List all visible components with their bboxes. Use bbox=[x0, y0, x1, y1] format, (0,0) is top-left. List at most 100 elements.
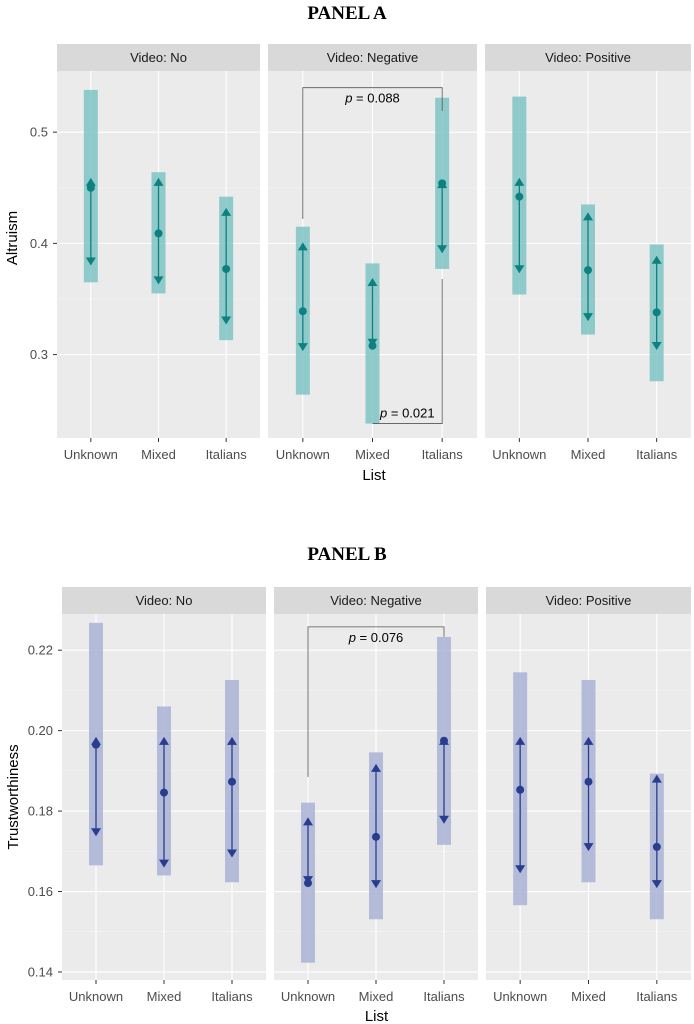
x-tick-label: Italians bbox=[423, 989, 465, 1004]
mean-point bbox=[584, 266, 592, 275]
facet-strip bbox=[274, 587, 478, 614]
facet-0: Video: No Unknown Mixed Italians bbox=[57, 44, 260, 462]
y-tick-label: 0.22 bbox=[28, 643, 53, 658]
lower-arrow bbox=[153, 276, 164, 285]
facet-strip-label: Video: Negative bbox=[330, 593, 422, 608]
p-value-label: p = 0.021 bbox=[379, 406, 435, 421]
mean-point bbox=[368, 341, 377, 350]
facet-strip-label: Video: No bbox=[136, 593, 193, 608]
p-value-text: = 0.021 bbox=[387, 406, 434, 421]
lower-arrow bbox=[159, 859, 169, 868]
upper-arrow bbox=[367, 277, 378, 286]
x-tick-label: Italians bbox=[422, 447, 464, 462]
facet-0: Video: No Unknown Mixed Italians bbox=[62, 587, 266, 1004]
y-tick-label: 0.4 bbox=[30, 236, 48, 251]
upper-arrow bbox=[514, 177, 525, 186]
lower-arrow bbox=[437, 245, 448, 254]
y-tick-label: 0.16 bbox=[28, 884, 53, 899]
mean-point bbox=[298, 307, 307, 316]
x-axis-title: List bbox=[365, 1008, 389, 1024]
upper-arrow bbox=[651, 255, 662, 264]
facet-strip bbox=[62, 587, 266, 614]
mean-point bbox=[438, 179, 447, 188]
x-tick-label: Unknown bbox=[493, 989, 547, 1004]
x-axis-title: List bbox=[362, 467, 386, 484]
p-value-symbol: p bbox=[379, 406, 387, 421]
lower-arrow bbox=[85, 257, 96, 266]
upper-arrow bbox=[159, 736, 169, 745]
lower-arrow bbox=[297, 343, 308, 352]
mean-point bbox=[222, 264, 231, 273]
chart-title: PANEL B bbox=[307, 544, 387, 565]
lower-arrow bbox=[651, 880, 662, 889]
y-tick-label: 0.3 bbox=[30, 347, 48, 362]
y-axis-title: Altruism bbox=[4, 211, 21, 265]
facet-strip-label: Video: No bbox=[130, 50, 187, 65]
facet-strip bbox=[486, 587, 691, 614]
p-value-symbol: p bbox=[344, 91, 352, 106]
lower-arrow bbox=[439, 815, 449, 824]
significance-bracket bbox=[302, 87, 443, 219]
x-tick-label: Mixed bbox=[147, 989, 182, 1004]
upper-arrow bbox=[303, 817, 313, 826]
y-tick-label: 0.14 bbox=[28, 964, 53, 979]
facet-strip bbox=[485, 44, 691, 71]
p-value-symbol: p bbox=[348, 630, 356, 645]
facet-strip bbox=[268, 44, 477, 71]
upper-arrow bbox=[297, 242, 308, 251]
x-tick-label: Mixed bbox=[141, 447, 176, 462]
x-tick-label: Unknown bbox=[492, 447, 546, 462]
mean-point bbox=[652, 308, 661, 317]
lower-arrow bbox=[91, 828, 101, 837]
facet-strip-label: Video: Positive bbox=[546, 593, 632, 608]
mean-point bbox=[228, 777, 236, 786]
facet-2: Video: Positive Unknown Mixed Italians bbox=[486, 587, 691, 1004]
x-tick-label: Italians bbox=[636, 989, 678, 1004]
mean-point bbox=[160, 788, 168, 797]
upper-arrow bbox=[153, 177, 164, 186]
x-tick-label: Unknown bbox=[276, 447, 330, 462]
facet-strip-label: Video: Negative bbox=[327, 50, 419, 65]
lower-arrow bbox=[221, 316, 232, 325]
x-tick-label: Mixed bbox=[571, 447, 606, 462]
mean-point bbox=[440, 736, 448, 745]
upper-arrow bbox=[651, 774, 662, 783]
significance-bracket bbox=[372, 278, 443, 424]
x-tick-label: Unknown bbox=[69, 989, 123, 1004]
upper-arrow bbox=[85, 177, 96, 186]
lower-arrow bbox=[227, 849, 237, 858]
x-tick-label: Mixed bbox=[355, 447, 390, 462]
chart-panel-a: PANEL A Video: No Unknown Mixed Italians Vide… bbox=[4, 3, 691, 484]
mean-point bbox=[154, 229, 163, 238]
lower-arrow bbox=[651, 342, 662, 351]
y-tick-label: 0.18 bbox=[28, 804, 53, 819]
y-axis-title: Trustworthiness bbox=[5, 744, 22, 849]
lower-arrow bbox=[514, 265, 525, 274]
facet-strip bbox=[57, 44, 260, 71]
significance-bracket bbox=[307, 626, 445, 777]
mean-point bbox=[86, 183, 95, 192]
upper-arrow bbox=[515, 736, 526, 745]
chart-title: PANEL A bbox=[307, 3, 387, 24]
mean-point bbox=[92, 740, 100, 749]
y-tick-label: 0.5 bbox=[30, 125, 48, 140]
upper-arrow bbox=[583, 212, 593, 221]
upper-arrow bbox=[583, 736, 594, 745]
p-value-text: = 0.076 bbox=[356, 630, 403, 645]
mean-point bbox=[372, 832, 380, 841]
x-tick-label: Italians bbox=[206, 447, 248, 462]
x-tick-label: Italians bbox=[211, 989, 253, 1004]
p-value-text: = 0.088 bbox=[352, 91, 399, 106]
mean-point bbox=[515, 192, 524, 201]
lower-arrow bbox=[515, 865, 526, 874]
upper-arrow bbox=[221, 207, 232, 216]
x-tick-label: Unknown bbox=[281, 989, 335, 1004]
facet-strip-label: Video: Positive bbox=[545, 50, 631, 65]
p-value-label: p = 0.088 bbox=[344, 91, 400, 106]
x-tick-label: Mixed bbox=[571, 989, 606, 1004]
p-value-label: p = 0.076 bbox=[348, 630, 404, 645]
x-tick-label: Mixed bbox=[359, 989, 394, 1004]
